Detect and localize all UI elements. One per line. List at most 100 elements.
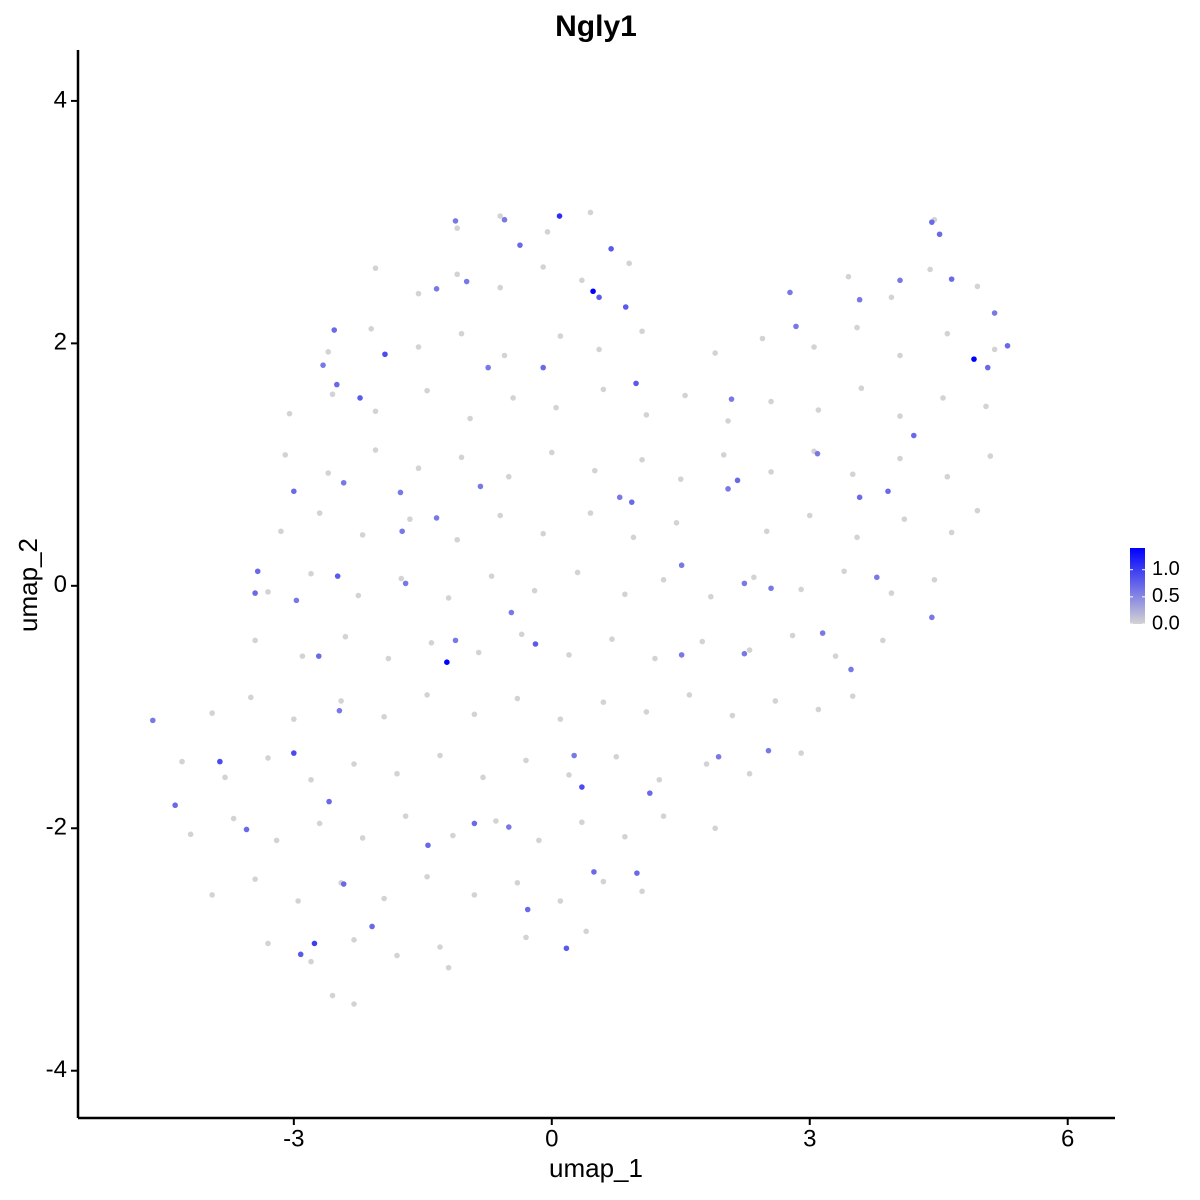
point xyxy=(372,447,379,453)
point xyxy=(471,892,478,898)
point xyxy=(368,326,375,332)
point xyxy=(316,820,323,827)
point xyxy=(897,413,903,419)
point xyxy=(699,638,706,645)
point xyxy=(856,296,863,303)
point xyxy=(563,945,570,952)
point xyxy=(291,750,297,756)
point xyxy=(626,260,632,267)
point xyxy=(286,410,293,417)
point xyxy=(845,273,852,280)
point xyxy=(806,512,813,519)
point xyxy=(217,758,223,765)
point xyxy=(673,519,680,526)
x-tick-label: -3 xyxy=(283,1125,304,1152)
point xyxy=(433,515,440,521)
y-axis-title: umap_2 xyxy=(13,538,43,632)
point xyxy=(789,632,796,639)
point xyxy=(252,590,258,596)
point xyxy=(579,277,585,284)
point xyxy=(729,712,736,719)
point xyxy=(643,709,650,715)
point xyxy=(150,717,156,724)
point xyxy=(591,869,597,875)
point xyxy=(639,328,645,335)
point xyxy=(320,362,326,368)
colorbar-label: 0.5 xyxy=(1152,585,1180,607)
point xyxy=(480,774,486,781)
point xyxy=(703,761,710,767)
point xyxy=(746,770,753,777)
point xyxy=(897,277,903,284)
point xyxy=(351,1001,357,1007)
point xyxy=(254,568,261,575)
point xyxy=(741,650,748,657)
point xyxy=(505,824,512,830)
point xyxy=(316,510,323,516)
point xyxy=(230,815,237,822)
point xyxy=(424,873,430,880)
point xyxy=(415,465,422,472)
y-tick-label: -2 xyxy=(46,814,67,841)
point xyxy=(652,655,658,662)
point xyxy=(458,454,465,461)
point xyxy=(501,216,508,223)
point xyxy=(888,590,895,596)
point xyxy=(678,562,685,569)
point xyxy=(425,842,431,849)
point xyxy=(308,570,314,577)
x-tick-label: 6 xyxy=(1061,1125,1074,1152)
point xyxy=(424,692,430,698)
point xyxy=(991,310,998,316)
point xyxy=(524,906,531,913)
point xyxy=(848,666,854,673)
point xyxy=(686,692,693,698)
point xyxy=(329,992,336,999)
point xyxy=(759,335,766,342)
point xyxy=(971,356,977,362)
point xyxy=(394,770,400,777)
point xyxy=(299,653,306,659)
point xyxy=(252,637,258,644)
point xyxy=(613,753,620,760)
point xyxy=(1004,342,1011,349)
point xyxy=(856,494,863,501)
point xyxy=(677,476,684,482)
x-tick-label: 3 xyxy=(803,1125,816,1152)
x-axis-title: umap_1 xyxy=(549,1153,643,1183)
point xyxy=(728,396,735,402)
point xyxy=(291,488,297,495)
point xyxy=(424,387,430,394)
point xyxy=(885,488,891,495)
point xyxy=(715,753,722,760)
point xyxy=(600,386,607,393)
point xyxy=(402,813,409,819)
y-tick-label: 0 xyxy=(54,571,67,598)
point xyxy=(458,330,465,337)
point xyxy=(931,576,938,583)
point xyxy=(656,776,663,783)
point xyxy=(311,940,318,947)
point xyxy=(741,580,748,587)
point xyxy=(338,698,344,704)
point xyxy=(463,278,470,285)
point xyxy=(579,784,585,790)
point xyxy=(326,798,332,805)
point xyxy=(591,467,598,474)
point xyxy=(590,288,596,295)
point xyxy=(329,391,336,398)
point xyxy=(566,652,572,658)
point xyxy=(497,512,503,519)
point xyxy=(553,404,559,411)
point xyxy=(660,813,667,819)
point xyxy=(765,747,772,754)
point xyxy=(574,569,581,576)
point xyxy=(854,534,860,541)
point xyxy=(948,529,955,536)
point xyxy=(397,489,404,496)
point xyxy=(497,213,503,219)
point xyxy=(454,271,461,278)
point xyxy=(381,713,387,720)
point xyxy=(265,755,271,761)
point xyxy=(814,450,821,457)
